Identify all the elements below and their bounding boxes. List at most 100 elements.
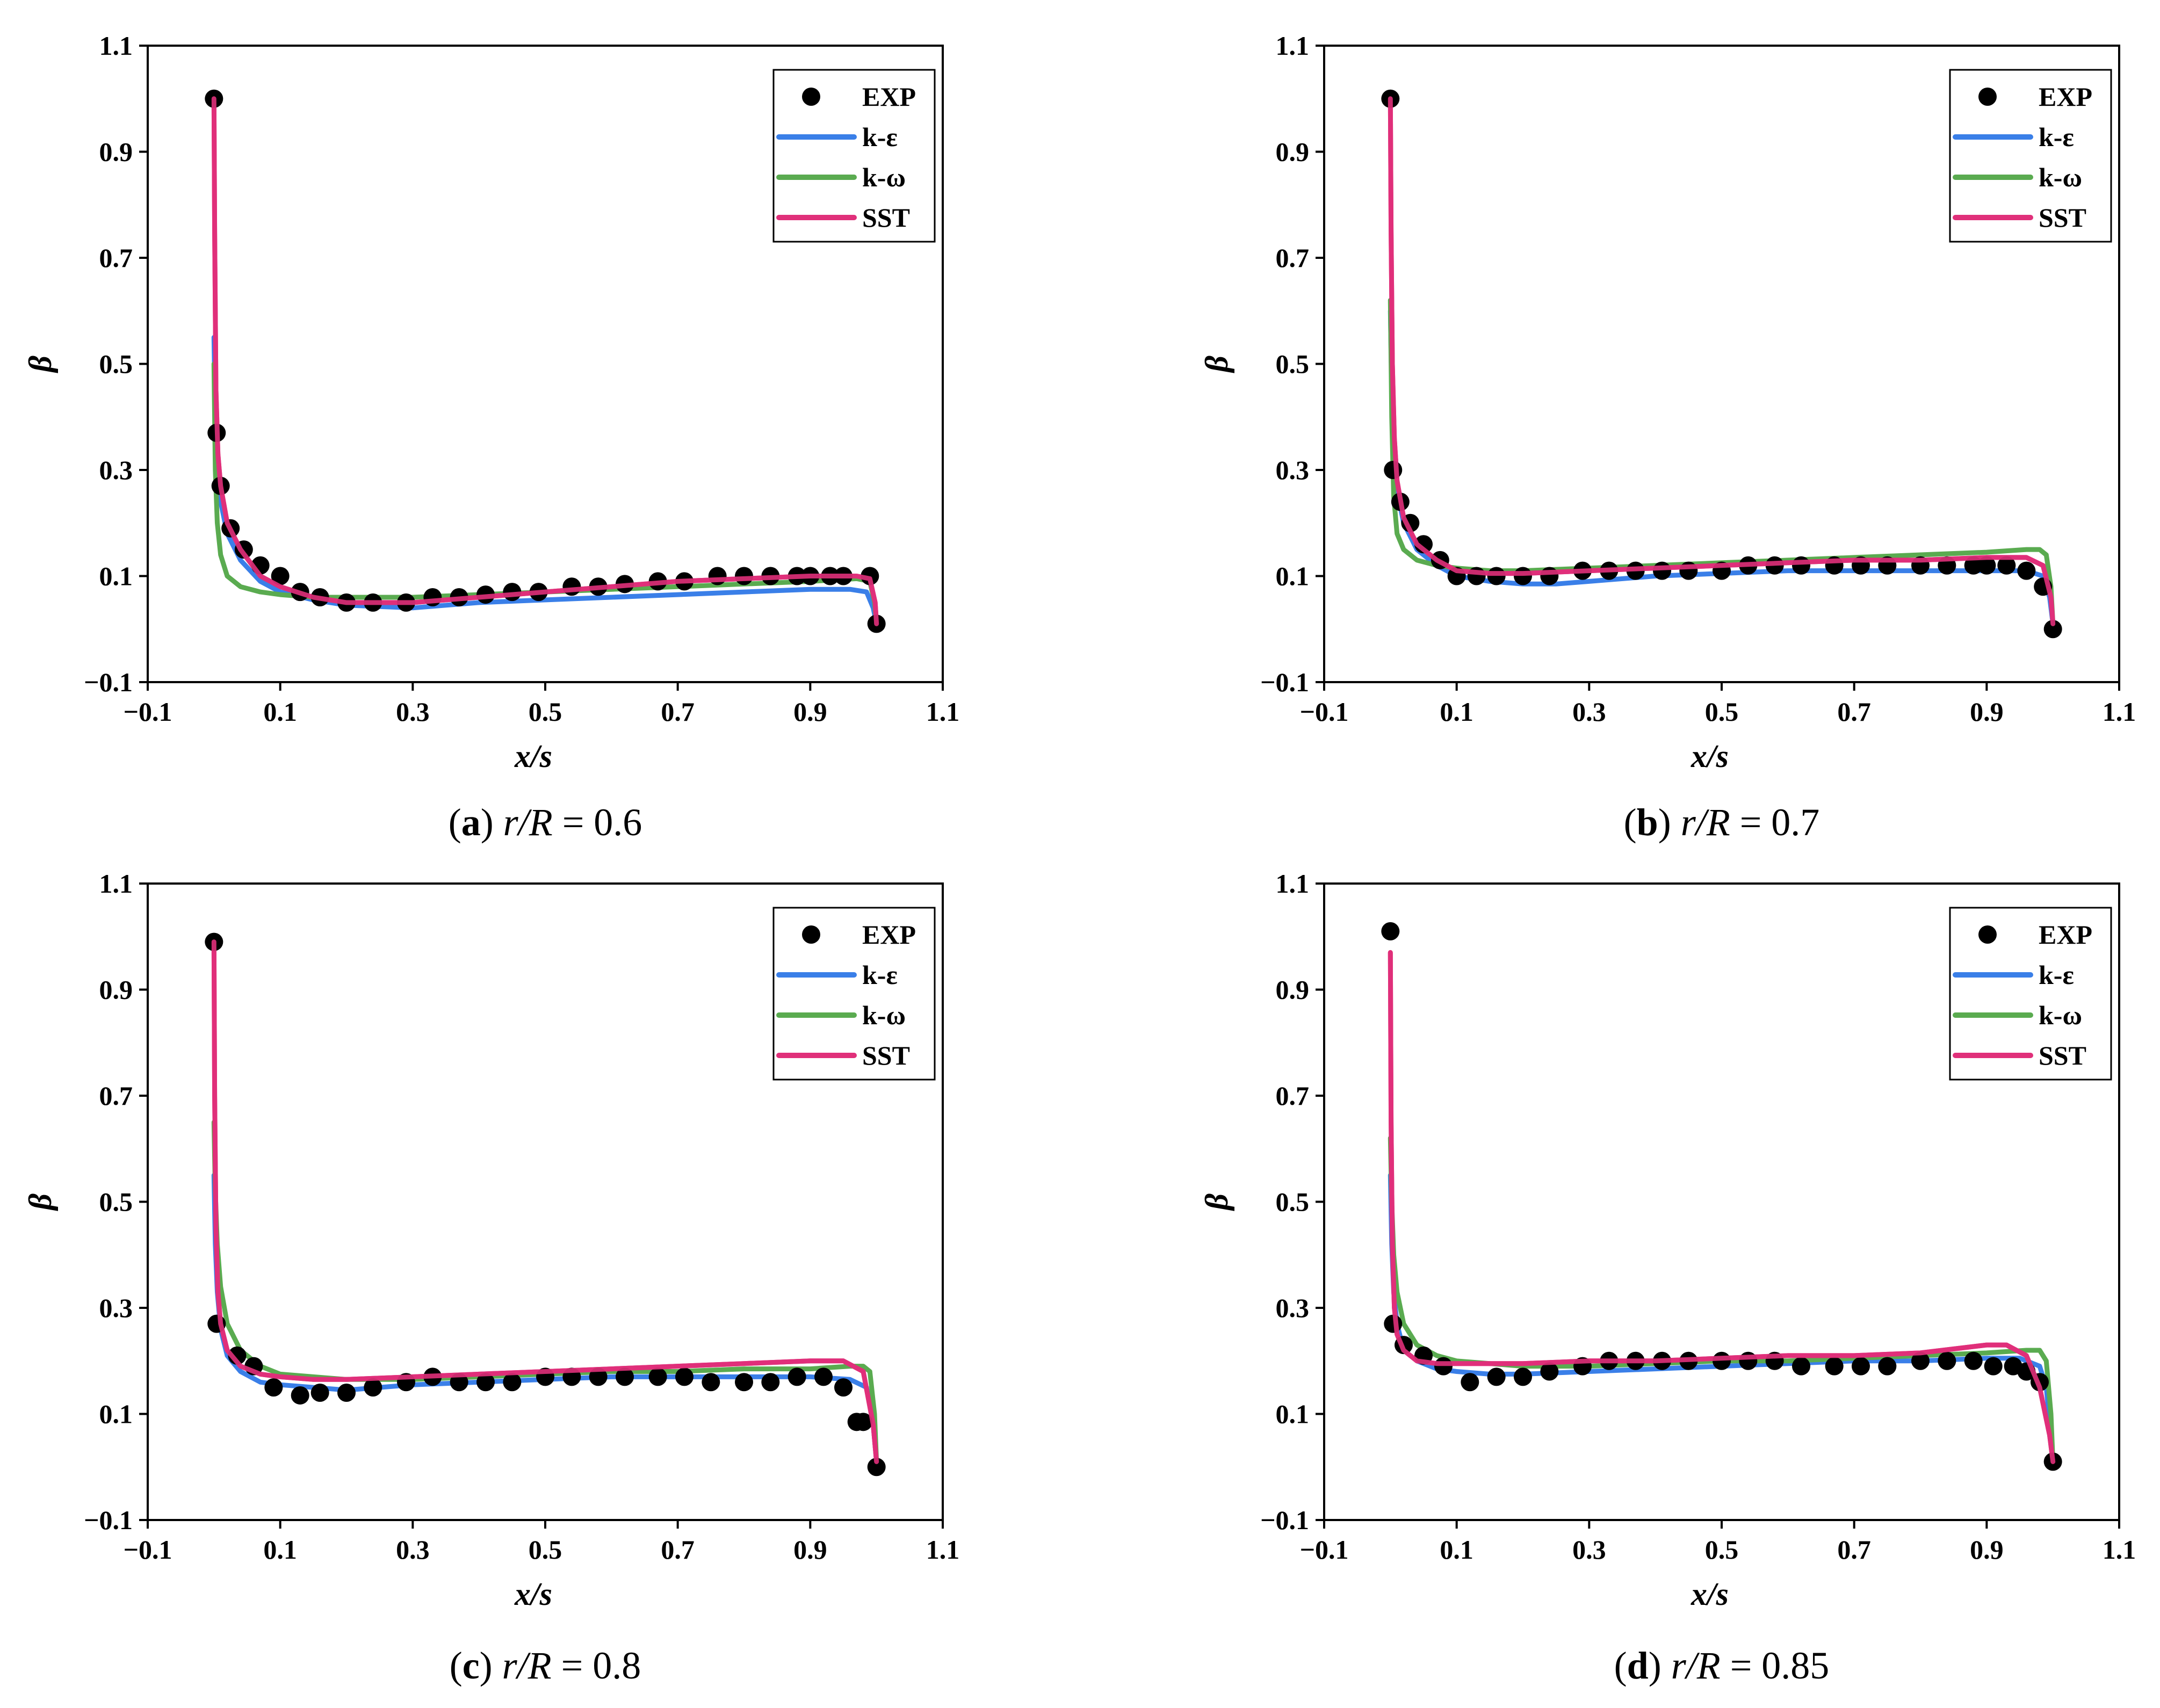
exp-point [1984,1357,2003,1376]
y-tick-label: −0.1 [84,667,133,697]
exp-point [450,1373,468,1392]
legend-label: EXP [2039,920,2092,950]
caption-paren-close: ) [1649,1644,1671,1687]
x-axis-title-var: x [1691,739,1707,774]
legend-label: k-ω [2039,162,2082,192]
x-tick-label: 0.5 [1705,1535,1739,1565]
exp-point [814,1367,833,1386]
legend-label: EXP [2039,82,2092,112]
legend-label: SST [862,202,910,233]
exp-point [1997,556,2016,575]
x-tick-label: 1.1 [926,697,960,727]
x-tick-label: 0.7 [661,697,695,727]
caption-paren-open: ( [449,801,461,844]
y-tick-label: 0.9 [99,975,133,1005]
caption-letter: a [461,801,481,844]
exp-point [867,1458,886,1477]
y-tick-label: 0.3 [99,455,133,485]
legend: EXP k-ε k-ω SST [772,69,936,243]
exp-point [264,1378,283,1397]
panel-b: −0.1 0.1 0.3 0.5 0.7 0.9 1.1 −0.1 0.1 0.3 0.5 0.7 0.… [1199,31,2136,844]
exp-point [616,1367,634,1386]
series-line-SST-overlay [1388,950,2056,1464]
legend-box [1949,907,2112,1081]
legend-box [1949,69,2112,243]
caption-paren-close: ) [481,801,503,844]
exp-point [1384,461,1403,479]
caption-value: = 0.8 [552,1644,641,1687]
series-line-k-ω [1388,1135,2056,1464]
caption-value: = 0.7 [1730,801,1820,844]
x-tick-label: 0.3 [396,697,430,727]
y-tick-label: 0.3 [1276,455,1310,485]
exp-point [854,1413,872,1431]
exp-point [1792,1357,1810,1376]
panel-caption: (b) r/R = 0.7 [1624,801,1820,844]
exp-point [1381,922,1400,940]
exp-point [1487,567,1506,585]
exp-point [788,1367,806,1386]
x-tick-label: 0.7 [661,1535,695,1565]
series-line-SST-overlay [211,939,879,1464]
exp-point [291,1386,309,1405]
x-tick-label: 0.5 [529,697,562,727]
y-tick-label: 0.1 [99,1399,133,1429]
y-axis-title: β [1199,1193,1234,1211]
legend: EXP k-ε k-ω SST [1949,907,2112,1081]
exp-point [1825,1357,1844,1376]
caption-variable: r/R [503,801,553,844]
exp-point [1487,1367,1506,1386]
exp-point [1878,1357,1897,1376]
exp-point [1434,1357,1453,1376]
exp-point [1938,1351,1956,1370]
y-tick-label: −0.1 [1260,667,1309,697]
caption-paren-close: ) [1658,801,1681,844]
series-line-k-ω [211,1119,879,1464]
y-axis-title: β [23,356,58,373]
exp-point [476,1373,495,1392]
y-tick-label: 0.1 [1276,561,1310,591]
x-tick-label: 0.5 [529,1535,562,1565]
x-axis-title: x/s [514,1576,552,1612]
legend-label: k-ω [862,1000,906,1030]
exp-point [708,567,727,585]
legend-label: k-ε [862,960,898,990]
caption-variable: r/R [1671,1644,1721,1687]
x-tick-label: 0.9 [793,697,827,727]
y-tick-label: 1.1 [1276,869,1310,899]
series-line-k-ω [1388,298,2056,626]
y-tick-label: 0.7 [99,1081,133,1111]
exp-point [1852,1357,1870,1376]
y-axis-title: β [23,1193,58,1211]
x-axis-title-rest: /s [529,1576,552,1612]
caption-paren-open: ( [450,1644,463,1687]
exp-point [1792,556,1810,575]
caption-paren-open: ( [1614,1644,1627,1687]
exp-point [861,567,879,585]
panel-caption: (d) r/R = 0.85 [1614,1644,1830,1687]
y-tick-label: 0.7 [99,243,133,273]
exp-point [589,1367,608,1386]
y-tick-label: 1.1 [1276,31,1310,61]
legend-box [772,907,936,1081]
legend-label: k-ε [862,122,898,152]
y-tick-label: 0.1 [99,561,133,591]
x-tick-label: 0.1 [1440,1535,1473,1565]
exp-point [1739,1351,1758,1370]
x-axis-title-rest: /s [1705,1576,1729,1612]
legend-marker-exp [802,88,820,106]
x-tick-label: −0.1 [1300,697,1349,727]
x-axis-title: x/s [1691,739,1729,774]
x-tick-label: 0.1 [1440,697,1473,727]
legend-label: k-ω [2039,1000,2082,1030]
exp-point [1911,1351,1930,1370]
x-tick-label: 0.1 [263,1535,297,1565]
caption-value: = 0.6 [553,801,642,844]
series-line-k-ε [211,1173,879,1464]
exp-point [675,1367,693,1386]
y-tick-label: −0.1 [1260,1505,1309,1535]
y-tick-label: −0.1 [84,1505,133,1535]
exp-point [648,1367,667,1386]
x-tick-label: 0.1 [263,697,297,727]
y-tick-label: 1.1 [99,869,133,899]
